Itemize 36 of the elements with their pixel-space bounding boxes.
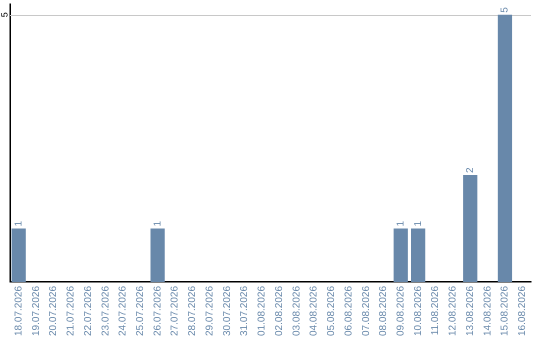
x-tick-label: 26.07.2026 <box>152 286 164 336</box>
x-tick-label: 14.08.2026 <box>482 286 494 336</box>
x-tick-label: 15.08.2026 <box>500 286 511 336</box>
x-tick-label: 04.08.2026 <box>308 286 320 336</box>
x-tick-label: 09.08.2026 <box>396 286 406 336</box>
x-tick-label: 30.07.2026 <box>222 286 233 336</box>
x-tick-label: 25.07.2026 <box>135 286 146 336</box>
x-tick-label: 08.08.2026 <box>378 286 390 336</box>
x-tick-label: 16.08.2026 <box>517 286 528 336</box>
x-tick-label: 10.08.2026 <box>412 286 424 336</box>
data-label: 5 <box>500 6 511 13</box>
data-label: 1 <box>152 220 164 226</box>
x-tick-label: 06.08.2026 <box>343 286 354 336</box>
x-tick-label: 12.08.2026 <box>448 286 459 336</box>
x-tick-label: 13.08.2026 <box>464 286 476 336</box>
x-tick-label: 27.07.2026 <box>170 286 181 336</box>
x-tick-label: 24.07.2026 <box>118 286 129 336</box>
data-label: 1 <box>13 220 24 226</box>
x-tick-label: 01.08.2026 <box>256 286 268 336</box>
x-tick-label: 18.07.2026 <box>13 286 24 336</box>
x-tick-label: 29.07.2026 <box>204 286 216 336</box>
x-tick-label: 07.08.2026 <box>360 286 372 336</box>
data-label: 2 <box>464 167 476 174</box>
x-tick-label: 19.07.2026 <box>30 286 42 336</box>
x-tick-label: 21.07.2026 <box>66 286 77 336</box>
x-tick-label: 11.08.2026 <box>430 286 442 336</box>
x-tick-label: 31.07.2026 <box>239 286 250 336</box>
data-label: 1 <box>396 220 406 226</box>
data-label: 1 <box>412 220 424 226</box>
x-tick-label: 20.07.2026 <box>48 286 60 336</box>
x-tick-label: 02.08.2026 <box>274 286 285 336</box>
x-tick-label: 03.08.2026 <box>291 286 302 336</box>
x-tick-label: 28.07.2026 <box>187 286 198 336</box>
x-tick-label: 22.07.2026 <box>82 286 94 336</box>
x-tick-label: 05.08.2026 <box>326 286 338 336</box>
x-tick-label: 23.07.2026 <box>100 286 112 336</box>
